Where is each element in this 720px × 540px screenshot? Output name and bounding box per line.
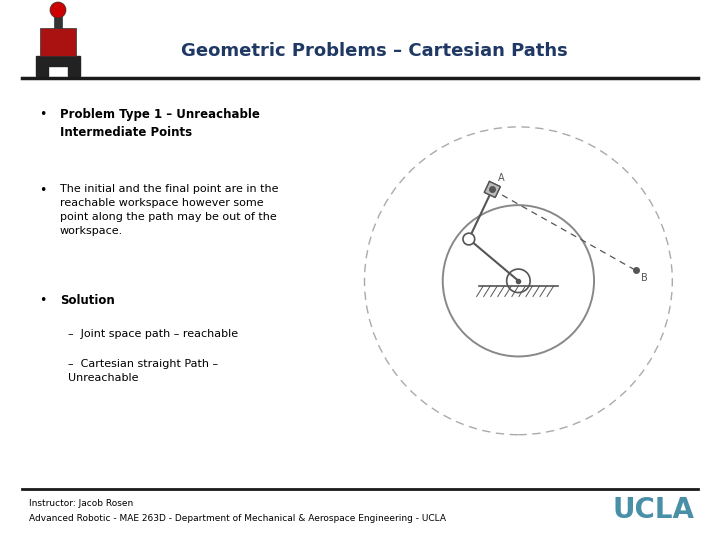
Text: Problem Type 1 – Unreachable
Intermediate Points: Problem Type 1 – Unreachable Intermediat… <box>60 108 260 139</box>
Polygon shape <box>68 66 80 76</box>
Text: The initial and the final point are in the
reachable workspace however some
poin: The initial and the final point are in t… <box>60 184 278 235</box>
Text: •: • <box>40 294 47 307</box>
Text: –  Joint space path – reachable: – Joint space path – reachable <box>68 329 238 340</box>
Polygon shape <box>54 16 62 28</box>
Text: Geometric Problems – Cartesian Paths: Geometric Problems – Cartesian Paths <box>181 42 568 60</box>
Text: UCLA: UCLA <box>613 496 695 524</box>
Circle shape <box>463 233 474 245</box>
Text: –  Cartesian straight Path –
Unreachable: – Cartesian straight Path – Unreachable <box>68 359 219 383</box>
Circle shape <box>50 2 66 18</box>
Text: Solution: Solution <box>60 294 114 307</box>
Text: •: • <box>40 184 47 197</box>
Polygon shape <box>485 181 500 198</box>
Polygon shape <box>36 66 48 76</box>
Text: Instructor: Jacob Rosen: Instructor: Jacob Rosen <box>29 500 133 509</box>
Text: A: A <box>498 173 504 183</box>
Text: Advanced Robotic - MAE 263D - Department of Mechanical & Aerospace Engineering -: Advanced Robotic - MAE 263D - Department… <box>29 514 446 523</box>
Circle shape <box>507 269 530 293</box>
Text: B: B <box>641 273 648 283</box>
Polygon shape <box>40 28 76 56</box>
Polygon shape <box>36 56 80 66</box>
Text: •: • <box>40 108 47 121</box>
